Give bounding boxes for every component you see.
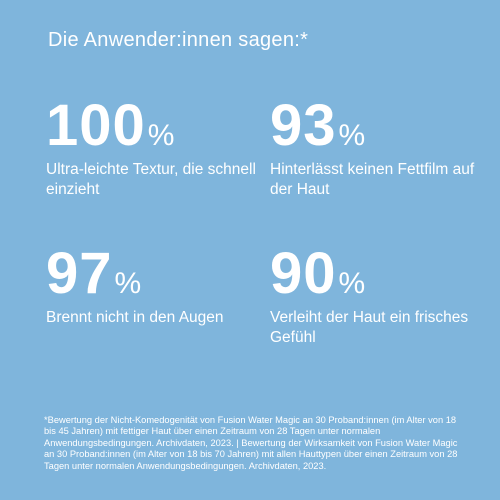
stat-percent-sign: % [338,119,366,152]
footnote-disclaimer: *Bewertung der Nicht-Komedogenität von F… [44,415,458,471]
stat-value: 100 % [46,96,256,162]
headline: Die Anwender:innen sagen:* [48,29,309,51]
stat-number: 97 [46,241,113,306]
stat-value: 93 % [270,96,480,162]
stat-block-no-greasy-film: 93 % Hinterlässt keinen Fettfilm auf der… [270,96,480,200]
stat-percent-sign: % [147,119,175,152]
stat-value: 97 % [46,244,256,310]
stat-block-texture: 100 % Ultra-leichte Textur, die schnell … [46,96,256,200]
stat-number: 100 [46,93,146,158]
stat-description: Ultra-leichte Textur, die schnell einzie… [46,161,256,198]
stat-block-no-eye-sting: 97 % Brennt nicht in den Augen [46,244,256,328]
stat-description: Verleiht der Haut ein frisches Gefühl [270,309,469,346]
stat-block-fresh-feeling: 90 % Verleiht der Haut ein frisches Gefü… [270,244,480,348]
stat-number: 90 [270,241,337,306]
stat-percent-sign: % [114,267,142,300]
stat-percent-sign: % [338,267,366,300]
stat-description: Brennt nicht in den Augen [46,309,224,326]
stat-description: Hinterlässt keinen Fettfilm auf der Haut [270,161,475,198]
stat-number: 93 [270,93,337,158]
stat-value: 90 % [270,244,480,310]
